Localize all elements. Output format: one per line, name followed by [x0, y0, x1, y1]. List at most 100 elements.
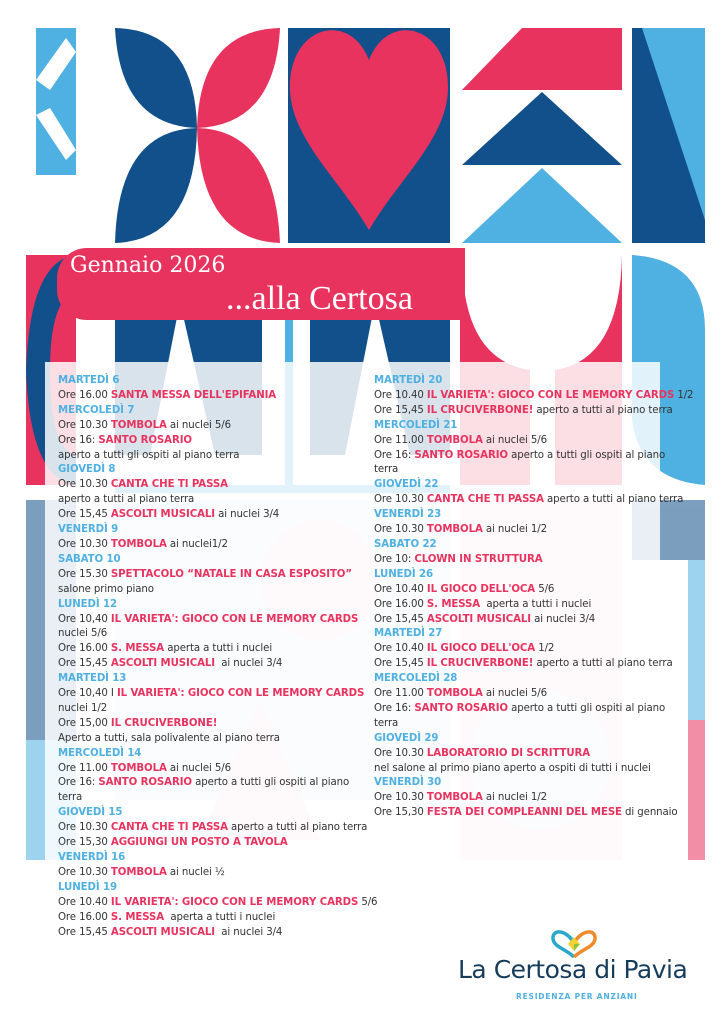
event-line: Ore 16: SANTO ROSARIO aperto a tutti gli… — [374, 702, 693, 717]
event-title: CANTA CHE TI PASSA — [110, 479, 228, 491]
day-heading: LUNEDÌ 26 — [374, 568, 433, 580]
day-heading: VENERDÌ 30 — [374, 777, 442, 789]
event-title: IL VARIETA': GIOCO CON LE MEMORY CARDS — [426, 389, 675, 401]
event-detail: Ore 10,40 — [58, 613, 111, 625]
event-title: CLOWN IN STRUTTURA — [414, 553, 543, 565]
event-detail: aperta a tutti i nuclei — [164, 643, 273, 655]
event-line: aperto a tutti gli ospiti al piano terra — [58, 449, 377, 464]
day-heading: MARTEDÌ 20 — [374, 375, 443, 386]
event-line: Ore 16.00 S. MESSA aperta a tutti i nucl… — [58, 911, 377, 926]
event-title: IL VARIETA': GIOCO CON LE MEMORY CARDS — [116, 688, 365, 700]
event-title: LABORATORIO DI SCRITTURA — [426, 747, 591, 759]
event-title: TOMBOLA — [426, 434, 483, 446]
day-heading: GIOVEDÌ 29 — [374, 732, 439, 744]
event-line: Ore 10,40 IL VARIETA': GIOCO CON LE MEMO… — [58, 613, 377, 628]
event-detail: ai nuclei ½ — [166, 866, 225, 878]
day-heading: LUNEDÌ 19 — [58, 881, 117, 893]
event-title: SANTO ROSARIO — [414, 702, 508, 714]
event-title: TOMBOLA — [110, 866, 167, 878]
event-line: Ore 16: SANTO ROSARIO aperto a tutti gli… — [374, 449, 693, 464]
event-title: FESTA DEI COMPLEANNI DEL MESE — [426, 807, 622, 819]
event-title: ASCOLTI MUSICALI — [426, 613, 531, 625]
event-detail: Ore 10.30 — [58, 822, 111, 834]
event-detail: aperto a tutti gli ospiti al piano — [507, 702, 666, 714]
event-line: Ore 15,45 ASCOLTI MUSICALI ai nuclei 3/4 — [58, 657, 377, 672]
event-detail: Ore 10.40 — [58, 896, 111, 908]
title-banner — [57, 248, 465, 320]
event-line: Ore 16.00 S. MESSA aperta a tutti i nucl… — [58, 642, 377, 657]
event-detail: di gennaio — [621, 807, 678, 819]
day-heading: MARTEDÌ 6 — [58, 375, 120, 386]
event-title: TOMBOLA — [426, 524, 483, 536]
event-title: S. MESSA — [110, 643, 165, 655]
event-detail: ai nuclei 5/6 — [482, 688, 547, 700]
day-heading: SABATO 22 — [374, 538, 437, 550]
event-detail: ai nuclei 5/6 — [166, 762, 231, 774]
logo-name: La Certosa di Pavia — [458, 955, 688, 984]
event-title: IL GIOCO DELL'OCA — [426, 643, 536, 655]
logo-tagline: RESIDENZA PER ANZIANI — [516, 992, 638, 1001]
diagonal-tile — [632, 28, 705, 243]
event-detail: Ore 11.00 — [374, 434, 427, 446]
event-detail: 1/2 — [535, 643, 555, 655]
event-detail: ai nuclei 3/4 — [530, 613, 596, 625]
subtitle: ...alla Certosa — [226, 280, 413, 317]
zigzag-tile — [36, 28, 76, 175]
event-line: Ore 15,00 IL CRUCIVERBONE! — [58, 717, 377, 732]
event-line: salone primo piano — [58, 583, 377, 598]
schedule-panel — [45, 362, 660, 950]
event-detail: aperto a tutti gli ospiti al piano terra — [58, 449, 240, 461]
event-detail: Ore 16: — [58, 434, 99, 446]
event-detail: Ore 10.40 — [374, 643, 427, 655]
event-detail: Ore 10: — [374, 553, 415, 565]
event-detail: aperta a tutti i nuclei — [164, 911, 276, 923]
day-heading: MARTEDÌ 13 — [58, 673, 127, 685]
event-detail: Ore 10.30 — [58, 866, 111, 878]
day-heading: VENERDÌ 9 — [58, 524, 119, 536]
event-detail: nuclei 5/6 — [58, 628, 108, 640]
day-heading: SABATO 10 — [58, 553, 121, 565]
event-detail: Ore 16: — [374, 449, 415, 461]
event-detail: Ore 16.00 — [58, 911, 111, 923]
day-heading: LUNEDÌ 12 — [58, 598, 117, 610]
event-line: terra — [374, 463, 693, 478]
event-title: TOMBOLA — [110, 538, 167, 550]
event-line: aperto a tutti al piano terra — [58, 493, 377, 508]
event-detail: Ore 10,40 I — [58, 688, 117, 700]
event-detail: ai nuclei 5/6 — [482, 434, 547, 446]
event-line: Ore 16: SANTO ROSARIO — [58, 434, 377, 449]
event-detail: Ore 15,45 — [58, 509, 111, 521]
event-line: Ore 10,40 I IL VARIETA': GIOCO CON LE ME… — [58, 687, 377, 702]
event-title: S. MESSA — [426, 598, 481, 610]
event-detail: ai nuclei 3/4 — [214, 926, 283, 938]
event-line: Ore 10.30 TOMBOLA ai nuclei 1/2 — [374, 523, 693, 538]
day-heading: GIOVEDÌ 15 — [58, 807, 123, 819]
event-detail: Ore 15,30 — [374, 807, 427, 819]
event-detail: salone primo piano — [58, 583, 154, 595]
event-detail: terra — [374, 464, 399, 476]
event-line: Ore 16: SANTO ROSARIO aperto a tutti gli… — [58, 776, 377, 791]
event-line: Ore 15,45 IL CRUCIVERBONE! aperto a tutt… — [374, 657, 693, 672]
heart-tile — [288, 28, 450, 243]
event-title: ASCOLTI MUSICALI — [110, 509, 215, 521]
event-line: Ore 10.30 TOMBOLA ai nuclei 5/6 — [58, 419, 377, 434]
event-line: Ore 10: CLOWN IN STRUTTURA — [374, 553, 693, 568]
event-detail: Ore 15,45 — [374, 658, 427, 670]
event-title: TOMBOLA — [426, 688, 483, 700]
event-line: terra — [58, 791, 377, 806]
event-line: Ore 16.00 S. MESSA aperta a tutti i nucl… — [374, 598, 693, 613]
event-detail: aperto a tutti al piano terra — [58, 494, 195, 506]
event-title: IL VARIETA': GIOCO CON LE MEMORY CARDS — [110, 613, 359, 625]
event-detail: Ore 10.30 — [374, 747, 427, 759]
triangles-tile — [462, 28, 622, 243]
event-line: Ore 15,45 ASCOLTI MUSICALI ai nuclei 3/4 — [58, 508, 377, 523]
event-title: AGGIUNGI UN POSTO A TAVOLA — [110, 837, 288, 849]
event-detail: ai nuclei 3/4 — [214, 658, 283, 670]
event-title: SANTA MESSA DELL'EPIFANIA — [110, 389, 277, 401]
event-title: SANTO ROSARIO — [98, 777, 192, 789]
event-line: Ore 10.30 CANTA CHE TI PASSA — [58, 478, 377, 493]
flower-tile — [115, 28, 280, 243]
event-line: nuclei 1/2 — [58, 702, 377, 717]
event-detail: Ore 10.40 — [374, 389, 427, 401]
event-detail: aperto a tutti al piano terra — [533, 404, 673, 416]
